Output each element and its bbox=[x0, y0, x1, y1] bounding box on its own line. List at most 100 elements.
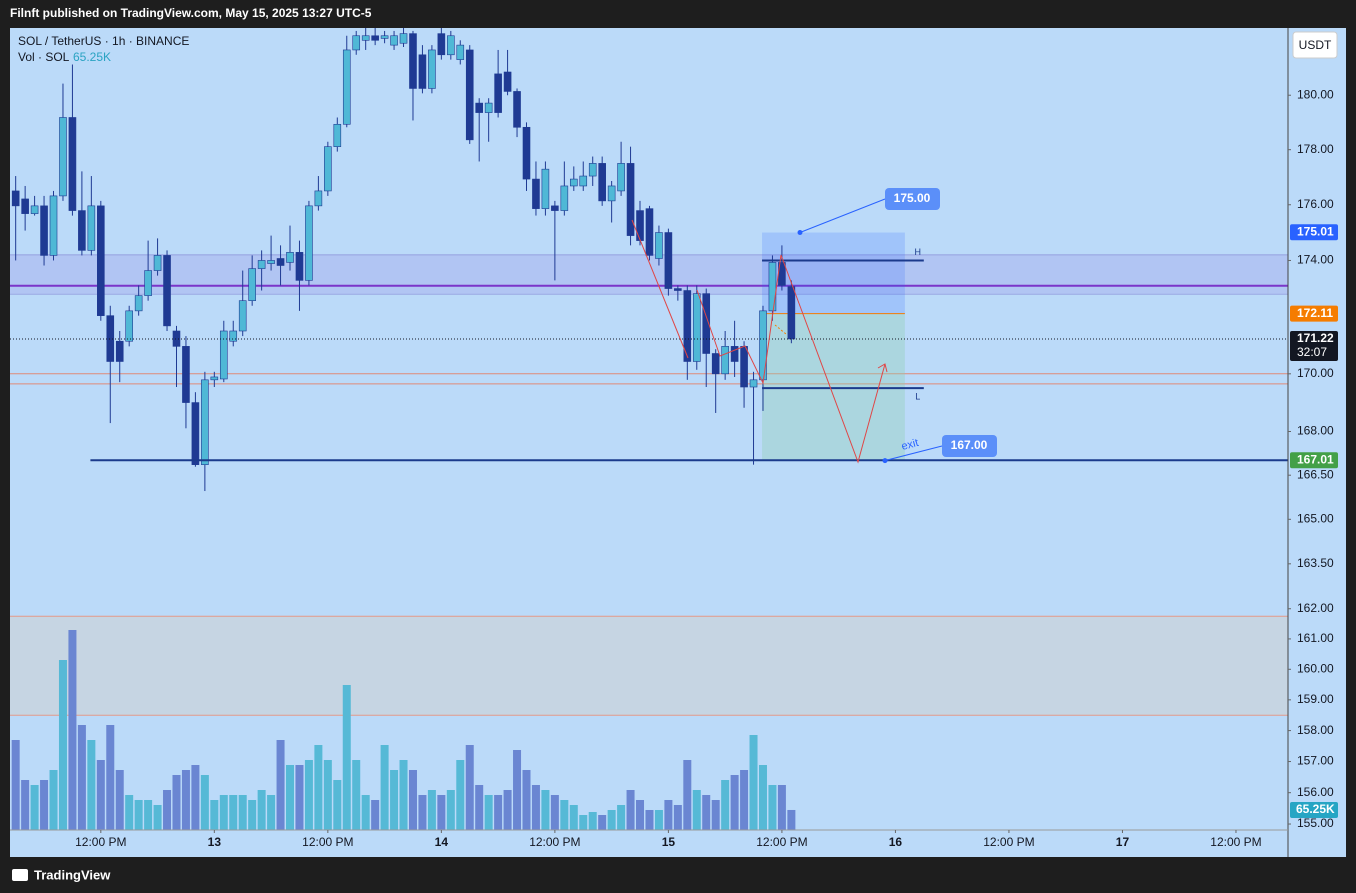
callout-anchor bbox=[797, 230, 803, 236]
callout-note: exit bbox=[900, 437, 920, 453]
candle-body bbox=[664, 232, 673, 289]
price-badge bbox=[1290, 452, 1338, 469]
candle-body bbox=[560, 185, 569, 211]
volume-bar bbox=[683, 760, 692, 830]
volume-bar bbox=[465, 745, 474, 830]
candle-body bbox=[768, 262, 777, 312]
price-badge-label: 172.11 bbox=[1297, 306, 1333, 320]
candle-body bbox=[371, 35, 379, 41]
volume-bar bbox=[550, 795, 559, 830]
volume-bar bbox=[40, 780, 49, 830]
volume-bar bbox=[626, 790, 635, 830]
candle-body bbox=[97, 205, 105, 316]
stop-zone bbox=[762, 313, 905, 461]
y-tick-label: 174.00 bbox=[1297, 253, 1334, 267]
candle-body bbox=[674, 288, 682, 291]
callout-box bbox=[885, 188, 940, 210]
volume-bar bbox=[569, 805, 578, 830]
callout-label: 175.00 bbox=[894, 191, 931, 205]
y-tick-label: 155.00 bbox=[1297, 816, 1334, 830]
volume-bar bbox=[229, 795, 238, 830]
volume-bar bbox=[115, 770, 124, 830]
path-line bbox=[631, 219, 689, 359]
candle-body bbox=[182, 346, 190, 403]
volume-bar bbox=[248, 800, 257, 830]
volume-bar bbox=[437, 795, 446, 830]
candle-body bbox=[59, 117, 67, 197]
volume-badge bbox=[1290, 801, 1338, 818]
volume-bar bbox=[711, 800, 720, 830]
volume-bar bbox=[371, 800, 380, 830]
price-badge bbox=[1290, 305, 1338, 322]
x-tick-label: 12:00 PM bbox=[529, 835, 580, 849]
volume-bar bbox=[531, 785, 540, 830]
candle-body bbox=[607, 185, 616, 202]
candle-body bbox=[21, 198, 29, 214]
currency-button[interactable] bbox=[1292, 31, 1338, 59]
volume-bar bbox=[579, 815, 588, 830]
candle-body bbox=[655, 232, 663, 259]
y-tick-label: 166.50 bbox=[1297, 467, 1334, 481]
volume-bar bbox=[777, 785, 786, 830]
volume-value: 65.25K bbox=[73, 50, 111, 64]
candle-body bbox=[115, 340, 124, 362]
h-line-label: H bbox=[915, 247, 922, 257]
candle-body bbox=[484, 102, 493, 113]
candle-body bbox=[447, 35, 455, 56]
volume-bar bbox=[768, 785, 777, 830]
volume-bar bbox=[560, 800, 569, 830]
y-tick-label: 180.00 bbox=[1297, 87, 1334, 101]
volume-bar bbox=[210, 800, 219, 830]
volume-bar bbox=[522, 770, 531, 830]
volume-bar bbox=[636, 800, 645, 830]
symbol-title: SOL / TetherUS · 1h · BINANCE bbox=[18, 34, 189, 48]
candle-body bbox=[201, 379, 209, 465]
candle-body bbox=[11, 190, 20, 207]
x-tick-label: 14 bbox=[435, 835, 449, 849]
volume-bar bbox=[692, 790, 701, 830]
volume-bar bbox=[730, 775, 739, 830]
volume-bar bbox=[598, 815, 607, 830]
countdown: 32:07 bbox=[1297, 345, 1327, 359]
volume-bar bbox=[607, 810, 616, 830]
volume-bar bbox=[446, 790, 455, 830]
y-tick-label: 165.00 bbox=[1297, 511, 1334, 525]
candle-body bbox=[465, 49, 474, 141]
candle-body bbox=[683, 290, 692, 362]
volume-bar bbox=[456, 760, 465, 830]
volume-bar bbox=[257, 790, 266, 830]
volume-bar bbox=[181, 770, 190, 830]
candle-body bbox=[428, 49, 436, 89]
x-tick-label: 16 bbox=[889, 835, 903, 849]
y-tick-label: 158.00 bbox=[1297, 723, 1334, 737]
candle-body bbox=[787, 286, 796, 340]
arrow-head bbox=[877, 363, 888, 373]
volume-bar bbox=[295, 765, 304, 830]
candle-body bbox=[418, 54, 427, 89]
volume-bar bbox=[740, 770, 749, 830]
candle-body bbox=[702, 293, 711, 354]
y-tick-label: 178.00 bbox=[1297, 142, 1334, 156]
footer bbox=[0, 857, 1356, 893]
y-tick-label: 163.50 bbox=[1297, 556, 1334, 570]
candle-body bbox=[352, 35, 361, 51]
volume-bar bbox=[11, 740, 20, 830]
y-tick-label: 176.00 bbox=[1297, 197, 1334, 211]
x-tick-label: 17 bbox=[1116, 835, 1130, 849]
volume-bar bbox=[21, 780, 30, 830]
candle-body bbox=[361, 35, 370, 41]
volume-bar bbox=[758, 765, 767, 830]
volume-bar bbox=[721, 780, 730, 830]
volume-bar bbox=[200, 775, 209, 830]
volume-bar bbox=[787, 809, 796, 830]
volume-bar bbox=[144, 800, 153, 830]
volume-bar bbox=[654, 810, 663, 830]
callout-box bbox=[942, 435, 997, 457]
candle-body bbox=[286, 252, 294, 263]
volume-bar bbox=[68, 630, 77, 830]
candle-body bbox=[598, 163, 606, 202]
target-zone bbox=[762, 232, 905, 314]
callout-connector bbox=[884, 445, 943, 462]
volume-bar bbox=[475, 785, 484, 830]
